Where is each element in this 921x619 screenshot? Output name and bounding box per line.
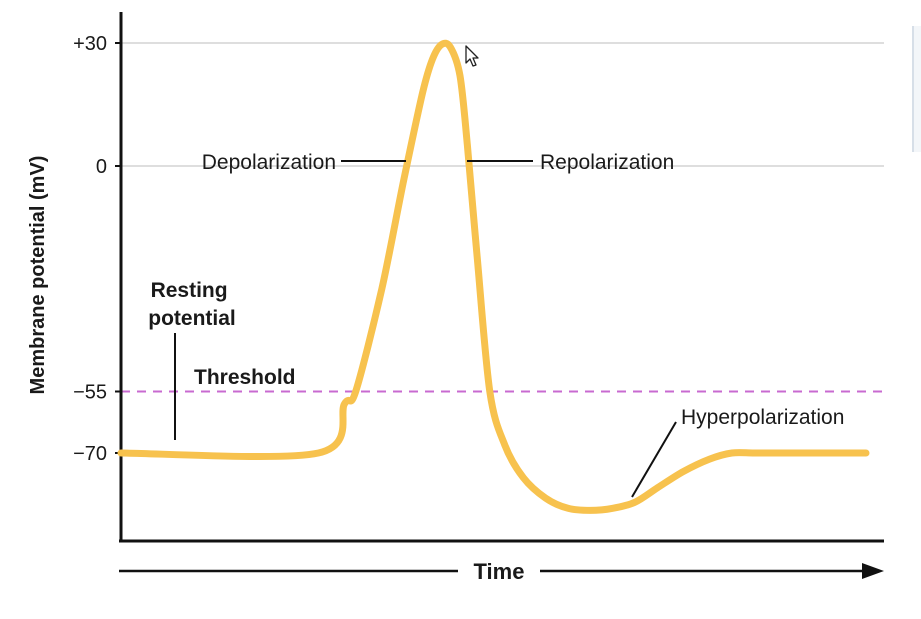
y-tick-label: +30 bbox=[73, 33, 107, 55]
action-potential-curve bbox=[117, 39, 870, 514]
gridlines bbox=[121, 42, 884, 167]
y-tick-label: −55 bbox=[73, 382, 107, 404]
threshold-label: Threshold bbox=[194, 366, 296, 389]
resting-label-line-2: potential bbox=[148, 307, 236, 330]
side-panel-edge bbox=[912, 26, 921, 152]
hyperpolarization-leader-line bbox=[631, 421, 677, 498]
mouse-cursor-icon bbox=[465, 45, 479, 67]
time-arrow-head bbox=[862, 563, 884, 579]
resting-label-line-1: Resting bbox=[151, 279, 228, 302]
resting-label: Resting potential bbox=[148, 279, 236, 330]
x-axis-label: Time bbox=[474, 559, 525, 584]
hyperpolarization-label: Hyperpolarization bbox=[681, 406, 844, 429]
repolarization-label: Repolarization bbox=[540, 151, 674, 174]
y-tick-label: −70 bbox=[73, 443, 107, 465]
y-tick-label: 0 bbox=[96, 156, 107, 178]
y-tick-labels: +30 0 −55 −70 bbox=[73, 33, 121, 465]
depolarization-label: Depolarization bbox=[202, 151, 336, 174]
y-axis-label: Membrane potential (mV) bbox=[27, 156, 49, 395]
